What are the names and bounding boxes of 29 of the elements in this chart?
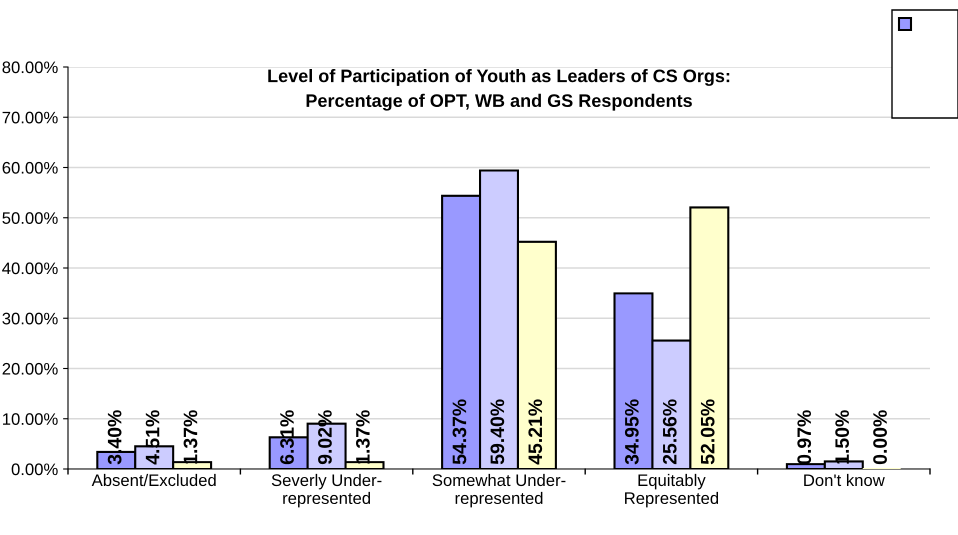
y-tick-label: 70.00% <box>2 112 58 124</box>
data-label: 25.56% <box>662 399 677 464</box>
text: Level of Participation of Youth as Leaders of CS Orgs: Percentage of OPT, WB and GS Respondents <box>268 69 730 111</box>
y-tick-label: 30.00% <box>2 312 58 324</box>
data-label: 45.21% <box>528 399 542 465</box>
data-label: 1.37% <box>184 410 198 464</box>
data-label: 3.40% <box>108 410 122 464</box>
y-tick-label: 20.00% <box>2 362 58 375</box>
data-label: 59.40% <box>490 399 504 464</box>
x-tick-label: Somewhat Under- represented <box>432 474 566 508</box>
x-tick-label: Absent/Excluded <box>92 474 216 486</box>
y-tick-label: 0.00% <box>12 463 58 476</box>
x-tick-label: Don't know <box>804 474 885 486</box>
data-label: 9.02% <box>318 410 332 464</box>
data-label: 0.00% <box>873 410 887 464</box>
data-label: 1.50% <box>835 410 850 464</box>
y-tick-label: 10.00% <box>3 413 58 425</box>
data-label: 34.95% <box>624 399 639 464</box>
y-tick-label: 40.00% <box>2 262 58 274</box>
data-label: 6.31% <box>280 410 294 464</box>
y-tick-label: 80.00% <box>2 61 58 74</box>
data-label: 54.37% <box>452 399 466 464</box>
data-label: 52.05% <box>700 399 715 464</box>
data-label: 1.37% <box>356 410 370 464</box>
x-tick-label: Equitably Represented <box>625 474 718 508</box>
x-tick-label: Severly Under- represented <box>272 474 382 508</box>
y-tick-label: 60.00% <box>2 162 58 174</box>
data-label: 0.97% <box>797 410 812 464</box>
y-tick-label: 50.00% <box>2 212 58 224</box>
